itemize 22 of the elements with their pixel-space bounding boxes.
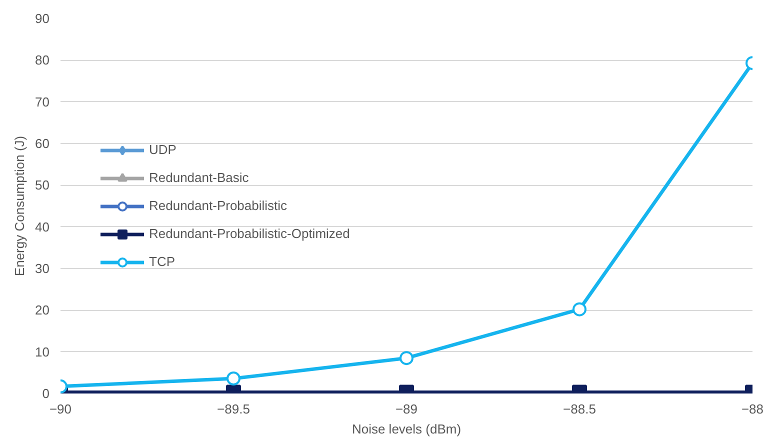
- x-tick-label: −89: [395, 402, 418, 416]
- x-tick-label: −90: [49, 402, 72, 416]
- x-axis-title: Noise levels (dBm): [352, 422, 462, 436]
- y-tick-label: 80: [35, 52, 50, 68]
- y-tick-label: 50: [35, 178, 50, 193]
- y-tick-label: 40: [35, 219, 50, 234]
- y-tick-label: 70: [35, 94, 50, 110]
- legend-label: Redundant-Probabilistic: [149, 198, 288, 213]
- y-tick-label: 60: [35, 136, 50, 151]
- y-tick-label: 30: [35, 261, 50, 276]
- legend-label: UDP: [149, 142, 176, 157]
- y-tick-label: 0: [42, 386, 50, 401]
- y-tick-label: 20: [35, 302, 50, 318]
- y-tick-label: 90: [35, 11, 50, 26]
- x-tick-label: −88: [741, 402, 764, 416]
- legend-label: TCP: [149, 254, 175, 269]
- y-axis-title: Energy Consumption (J): [12, 136, 28, 276]
- legend-label: Redundant-Basic: [149, 170, 249, 185]
- x-tick-label: −89.5: [217, 402, 250, 416]
- y-tick-label: 10: [35, 344, 50, 360]
- x-tick-label: −88.5: [563, 402, 596, 416]
- legend-label: Redundant-Probabilistic-Optimized: [149, 226, 350, 241]
